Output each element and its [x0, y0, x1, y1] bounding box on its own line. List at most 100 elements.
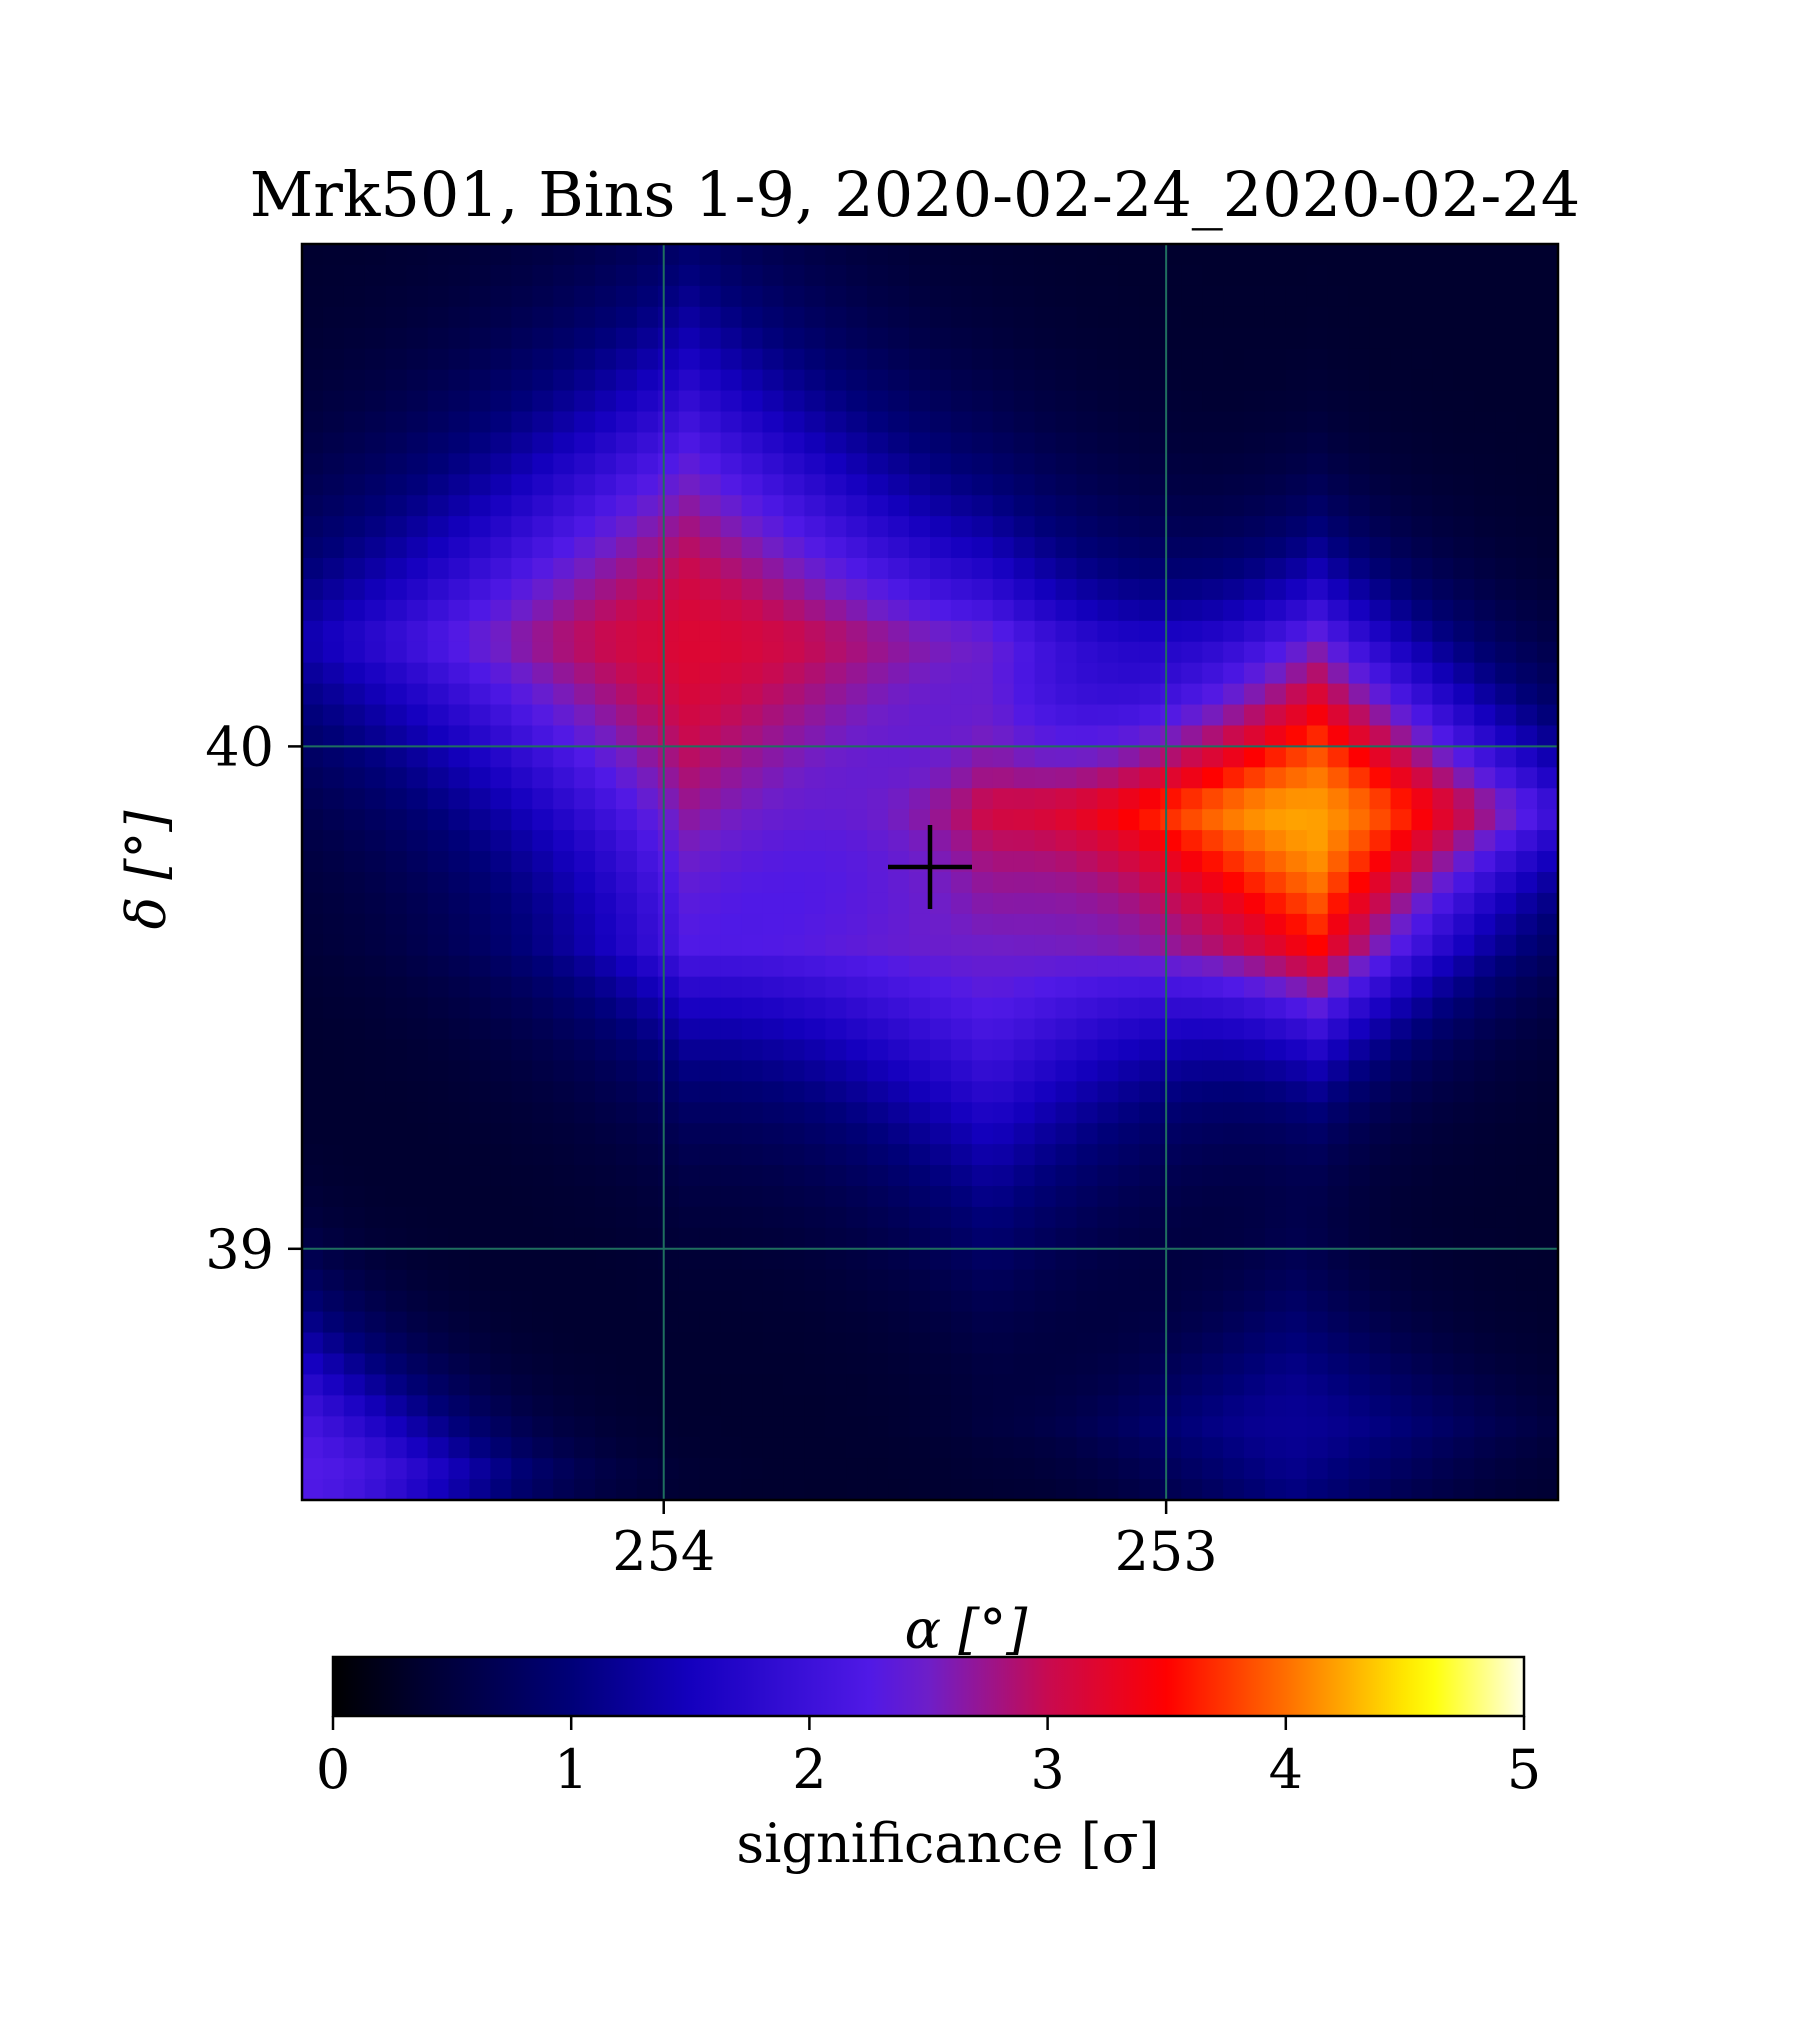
- heatmap-cell: [950, 390, 973, 413]
- heatmap-cell: [1306, 1206, 1329, 1229]
- heatmap-cell: [1537, 306, 1559, 329]
- heatmap-cell: [1432, 1479, 1454, 1501]
- heatmap-cell: [1537, 1144, 1559, 1166]
- heatmap-cell: [406, 641, 429, 664]
- heatmap-cell: [532, 306, 554, 329]
- heatmap-cell: [992, 474, 1015, 496]
- heatmap-cell: [950, 599, 973, 622]
- heatmap-cell: [909, 516, 931, 538]
- heatmap-cell: [1013, 620, 1036, 643]
- heatmap-cell: [1327, 453, 1350, 475]
- heatmap-cell: [1013, 851, 1036, 873]
- heatmap-cell: [427, 997, 450, 1020]
- heatmap-cell: [762, 1018, 785, 1041]
- heatmap-cell: [1369, 1290, 1392, 1313]
- heatmap-cell: [1390, 1479, 1413, 1501]
- heatmap-cell: [427, 285, 450, 308]
- heatmap-cell: [427, 1353, 450, 1375]
- heatmap-cell: [1160, 285, 1182, 308]
- heatmap-cell: [1453, 348, 1475, 371]
- heatmap-cell: [385, 913, 408, 936]
- heatmap-cell: [762, 264, 785, 287]
- heatmap-cell: [1181, 1479, 1203, 1501]
- heatmap-cell: [636, 264, 659, 287]
- heatmap-cell: [909, 1269, 931, 1292]
- heatmap-cell: [1076, 620, 1099, 643]
- heatmap-cell: [427, 348, 450, 371]
- heatmap-cell: [783, 1144, 805, 1166]
- heatmap-cell: [427, 830, 450, 852]
- heatmap-cell: [804, 599, 826, 622]
- heatmap-cell: [825, 809, 847, 831]
- heatmap-cell: [909, 1416, 931, 1438]
- heatmap-cell: [678, 1186, 701, 1208]
- heatmap-cell: [1348, 704, 1371, 727]
- heatmap-cell: [469, 746, 491, 768]
- heatmap-cell: [1495, 578, 1517, 601]
- heatmap-cell: [950, 913, 973, 936]
- heatmap-cell: [783, 1081, 805, 1103]
- heatmap-cell: [804, 1018, 826, 1041]
- heatmap-cell: [1390, 369, 1413, 392]
- heatmap-cell: [909, 620, 931, 643]
- heatmap-cell: [1495, 1332, 1517, 1355]
- heatmap-cell: [364, 1374, 387, 1396]
- heatmap-cell: [720, 913, 743, 936]
- heatmap-cell: [1181, 1311, 1203, 1334]
- heatmap-cell: [846, 432, 868, 454]
- heatmap-cell: [909, 244, 931, 266]
- heatmap-cell: [888, 1227, 910, 1250]
- heatmap-cell: [1390, 934, 1413, 957]
- heatmap-cell: [1495, 955, 1517, 978]
- heatmap-cell: [427, 746, 450, 768]
- heatmap-cell: [636, 348, 659, 371]
- heatmap-cell: [1181, 934, 1203, 957]
- heatmap-cell: [532, 285, 554, 308]
- heatmap-cell: [469, 725, 491, 747]
- heatmap-cell: [532, 495, 554, 517]
- heatmap-cell: [762, 1269, 785, 1292]
- heatmap-cell: [804, 913, 826, 936]
- heatmap-cell: [1474, 390, 1496, 413]
- heatmap-cell: [867, 1269, 889, 1292]
- heatmap-cell: [1432, 1039, 1454, 1061]
- heatmap-cell: [1244, 955, 1266, 978]
- heatmap-cell: [1097, 620, 1119, 643]
- heatmap-cell: [846, 1458, 868, 1480]
- heatmap-cell: [1055, 788, 1078, 810]
- heatmap-cell: [1411, 1395, 1433, 1417]
- heatmap-cell: [950, 1060, 973, 1082]
- heatmap-cell: [971, 1479, 994, 1501]
- heatmap-cell: [322, 537, 345, 559]
- heatmap-cell: [1411, 830, 1433, 852]
- heatmap-cell: [1369, 474, 1392, 496]
- heatmap-cell: [971, 767, 994, 789]
- heatmap-cell: [1411, 809, 1433, 831]
- heatmap-cell: [699, 1437, 722, 1459]
- heatmap-cell: [616, 641, 638, 664]
- heatmap-cell: [1411, 1018, 1433, 1041]
- heatmap-cell: [1453, 369, 1475, 392]
- heatmap-cell: [867, 1458, 889, 1480]
- heatmap-cell: [595, 704, 617, 727]
- heatmap-cell: [930, 327, 952, 350]
- heatmap-cell: [1453, 1248, 1475, 1271]
- heatmap-cell: [1244, 788, 1266, 810]
- heatmap-cell: [720, 1416, 743, 1438]
- heatmap-cell: [343, 432, 366, 454]
- heatmap-cell: [1034, 1081, 1057, 1103]
- heatmap-cell: [322, 955, 345, 978]
- heatmap-cell: [1432, 1416, 1454, 1438]
- heatmap-cell: [302, 830, 324, 852]
- heatmap-cell: [1369, 976, 1392, 999]
- heatmap-cell: [867, 453, 889, 475]
- heatmap-cell: [720, 976, 743, 999]
- heatmap-cell: [595, 411, 617, 433]
- heatmap-cell: [1160, 1248, 1182, 1271]
- heatmap-cell: [1244, 1248, 1266, 1271]
- heatmap-cell: [1034, 1458, 1057, 1480]
- heatmap-cell: [511, 306, 533, 329]
- heatmap-cell: [992, 1374, 1015, 1396]
- heatmap-cell: [678, 872, 701, 894]
- heatmap-cell: [1516, 1437, 1538, 1459]
